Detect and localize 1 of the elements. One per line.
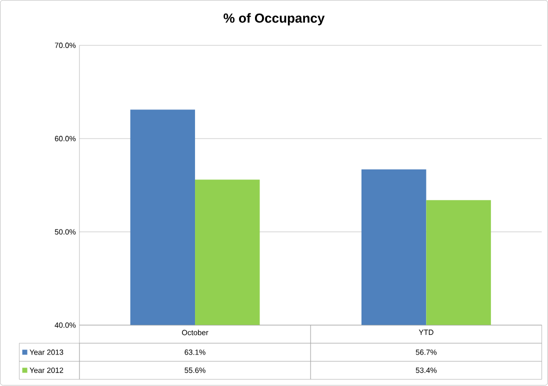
chart-title: % of Occupancy xyxy=(224,13,325,26)
